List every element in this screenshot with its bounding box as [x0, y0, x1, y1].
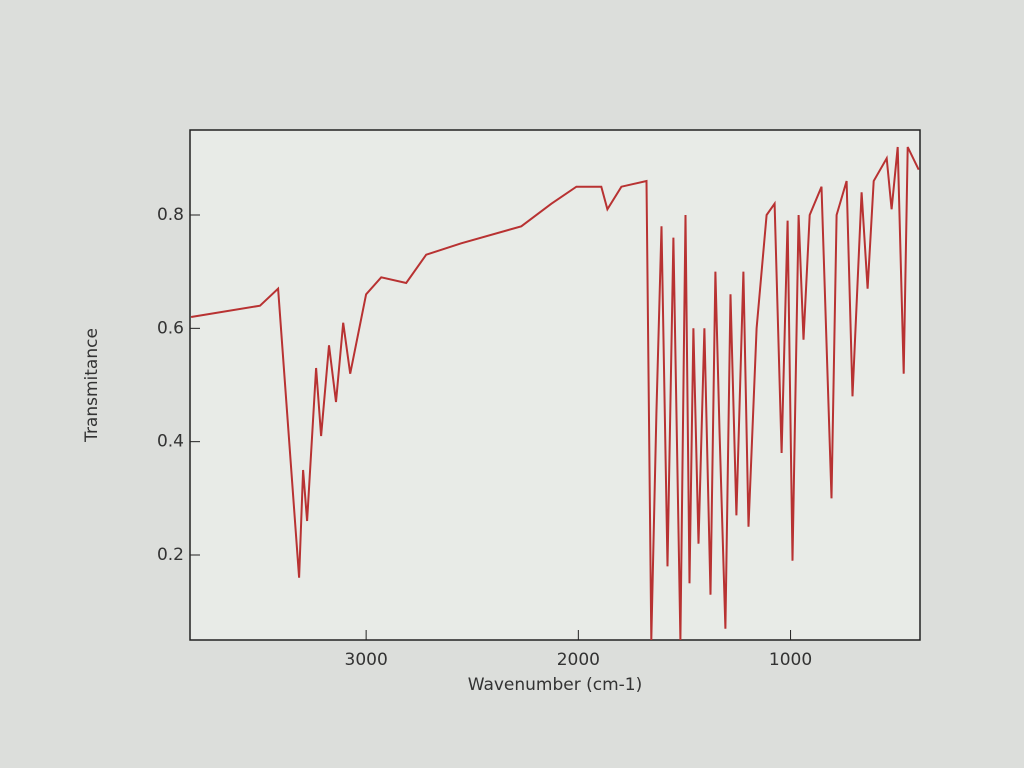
x-tick-label: 2000 [557, 650, 600, 670]
y-tick-label: 0.6 [157, 318, 184, 338]
x-tick-label: 3000 [345, 650, 388, 670]
x-tick-label: 1000 [769, 650, 812, 670]
y-axis-label: Transmitance [82, 328, 102, 443]
y-tick-label: 0.4 [157, 432, 184, 452]
x-axis-label: Wavenumber (cm-1) [468, 675, 643, 695]
y-tick-label: 0.2 [157, 545, 184, 565]
spectrum-line [190, 146, 920, 641]
y-tick-label: 0.8 [157, 205, 184, 225]
